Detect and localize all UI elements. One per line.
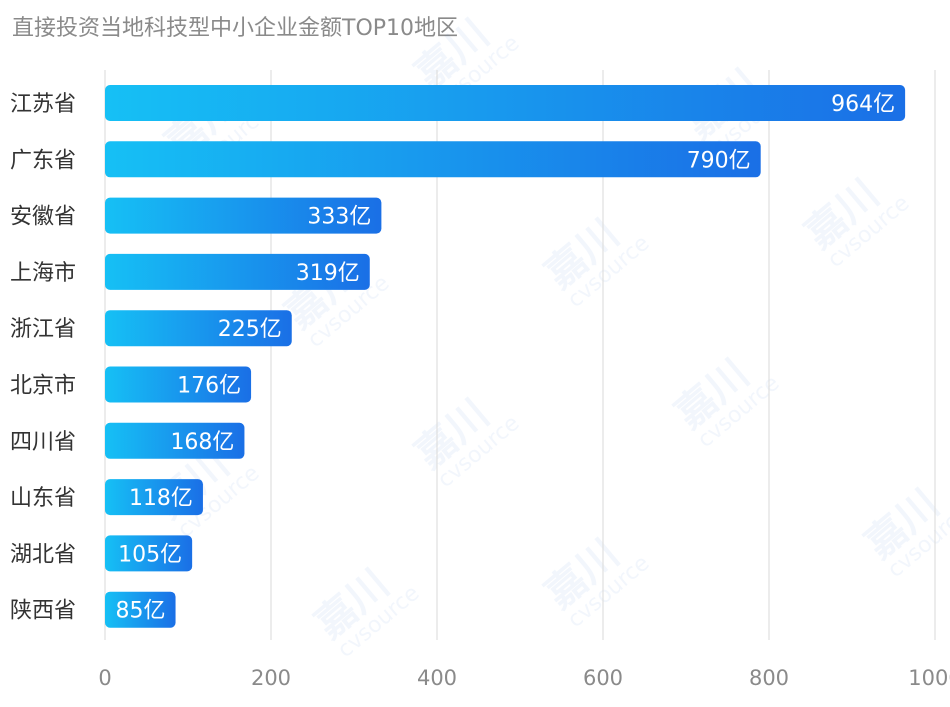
x-axis-ticks: 0 200 400 600 800 1000 <box>98 666 950 690</box>
x-tick-label: 200 <box>251 666 291 690</box>
category-label: 安徽省 <box>10 205 76 230</box>
chart-title: 直接投资当地科技型中小企业金额TOP10地区 <box>12 16 459 41</box>
bar-value-label: 790亿 <box>687 148 751 173</box>
bar-value-label: 333亿 <box>307 205 371 230</box>
bar-value-label: 964亿 <box>831 92 895 117</box>
category-label: 北京市 <box>10 374 76 399</box>
bar <box>105 141 761 178</box>
bars-group: 964亿 790亿 333亿 319亿 225亿 176亿 168亿 118亿 105亿 85亿 <box>105 85 906 628</box>
bar-value-label: 118亿 <box>129 486 193 511</box>
bar <box>105 479 203 516</box>
bar-value-label: 176亿 <box>177 374 241 399</box>
bar <box>105 197 382 234</box>
category-label: 江苏省 <box>10 92 76 117</box>
bar <box>105 366 252 403</box>
x-tick-label: 800 <box>749 666 789 690</box>
bar-value-label: 105亿 <box>118 542 182 567</box>
category-label: 上海市 <box>10 261 76 286</box>
bar <box>105 310 292 347</box>
x-tick-label: 400 <box>417 666 457 690</box>
x-tick-label: 600 <box>583 666 623 690</box>
bar-value-label: 225亿 <box>218 317 282 342</box>
category-label: 浙江省 <box>10 317 76 342</box>
bar <box>105 535 193 572</box>
category-label: 山东省 <box>10 486 76 511</box>
bar-value-label: 319亿 <box>296 261 360 286</box>
x-tick-label: 1000 <box>908 666 950 690</box>
x-tick-label: 0 <box>98 666 111 690</box>
category-label: 陕西省 <box>10 599 76 624</box>
bar <box>105 422 245 459</box>
bar <box>105 253 370 290</box>
category-label: 湖北省 <box>10 542 76 567</box>
bar-value-label: 85亿 <box>116 599 166 624</box>
category-label: 广东省 <box>10 148 76 173</box>
bar <box>105 591 176 628</box>
bar-value-label: 168亿 <box>170 430 234 455</box>
bar <box>105 85 906 121</box>
category-label: 四川省 <box>10 430 76 455</box>
